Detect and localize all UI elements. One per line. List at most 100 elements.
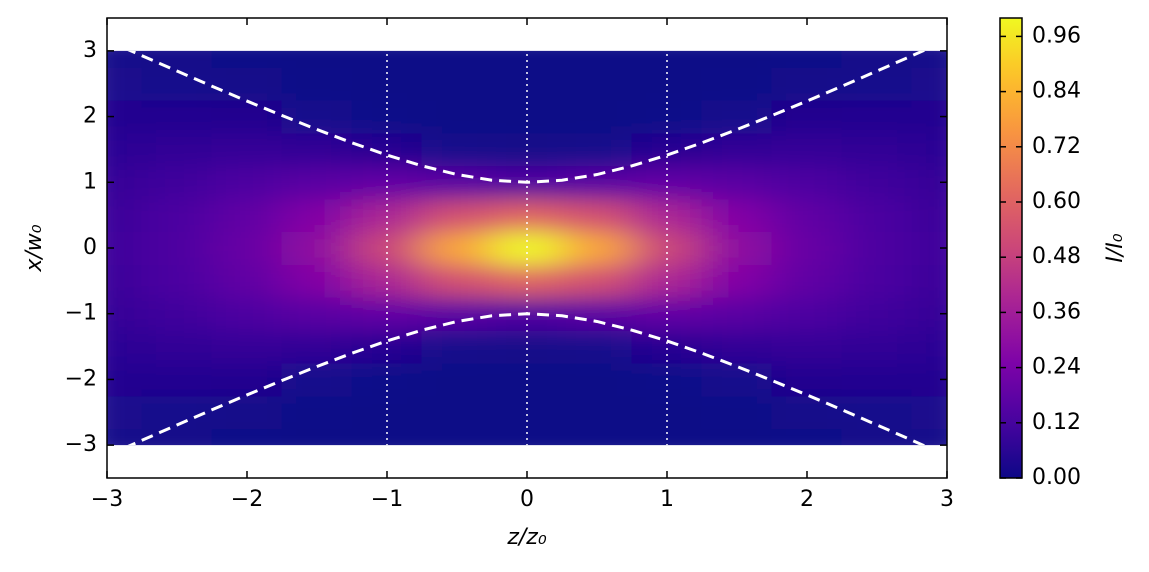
heatmap-cell (771, 428, 843, 446)
heatmap-cell (701, 50, 773, 68)
heatmap-cell (771, 165, 843, 200)
heatmap-cell (211, 231, 283, 265)
heatmap-cell (701, 66, 773, 101)
heatmap-cell (281, 198, 353, 233)
heatmap-cell (701, 99, 773, 134)
y-tick-label: −2 (65, 366, 97, 391)
heatmap-cell (141, 198, 213, 233)
colorbar-tick-label: 0.36 (1032, 299, 1081, 324)
heatmap-cell (771, 395, 843, 430)
heatmap-cell (561, 362, 633, 397)
heatmap-cell (841, 165, 913, 200)
heatmap-cell (421, 50, 493, 68)
heatmap-cell (141, 263, 213, 298)
heatmap-cell (421, 198, 493, 233)
heatmap-cell (107, 50, 143, 68)
heatmap (107, 50, 947, 446)
heatmap-cell (841, 263, 913, 298)
heatmap-cell (771, 99, 843, 134)
heatmap-cell (141, 231, 213, 265)
heatmap-cell (561, 428, 633, 446)
heatmap-cell (107, 66, 143, 101)
heatmap-cell (631, 428, 703, 446)
y-tick-label: 3 (83, 38, 97, 63)
heatmap-cell (771, 296, 843, 331)
y-tick-label: 2 (83, 104, 97, 129)
colorbar-label: I/I₀ (1103, 233, 1128, 262)
heatmap-cell (701, 362, 773, 397)
heatmap-cell (911, 428, 947, 446)
beam-width-curve (127, 312, 927, 446)
heatmap-cell (211, 132, 283, 167)
x-tick-label: 0 (520, 487, 534, 512)
heatmap-cell (771, 263, 843, 298)
heatmap-cell (701, 263, 773, 298)
colorbar-tick-label: 0.72 (1032, 134, 1081, 159)
heatmap-cell (701, 198, 773, 233)
heatmap-cell (351, 165, 423, 200)
heatmap-cell (631, 329, 703, 364)
x-tick-label: 2 (800, 487, 814, 512)
heatmap-cell (351, 329, 423, 364)
heatmap-cell (911, 395, 947, 430)
heatmap-cell (701, 165, 773, 200)
heatmap-cell (561, 395, 633, 430)
heatmap-cell (841, 198, 913, 233)
heatmap-cell (281, 296, 353, 331)
heatmap-cell (211, 329, 283, 364)
heatmap-cell (911, 66, 947, 101)
heatmap-cell (701, 395, 773, 430)
heatmap-cell (561, 50, 633, 68)
heatmap-cell (841, 99, 913, 134)
heatmap-cell (491, 263, 563, 298)
heatmap-cell (281, 263, 353, 298)
heatmap-cell (421, 296, 493, 331)
x-axis-label: z/z₀ (506, 525, 547, 550)
heatmap-cell (561, 66, 633, 101)
heatmap-cell (561, 296, 633, 331)
heatmap-cell (841, 50, 913, 68)
colorbar-tick-label: 0.60 (1032, 189, 1081, 214)
heatmap-cell (211, 296, 283, 331)
heatmap-cell (771, 362, 843, 397)
heatmap-cell (281, 395, 353, 430)
heatmap-cell (771, 329, 843, 364)
x-tick-label: −3 (91, 487, 123, 512)
heatmap-cell (351, 99, 423, 134)
heatmap-cell (211, 99, 283, 134)
heatmap-cell (141, 428, 213, 446)
heatmap-cell (841, 132, 913, 167)
heatmap-cell (561, 231, 633, 265)
heatmap-cell (351, 198, 423, 233)
heatmap-cell (141, 329, 213, 364)
heatmap-cell (631, 395, 703, 430)
heatmap-cell (211, 428, 283, 446)
heatmap-cell (421, 362, 493, 397)
heatmap-cell (211, 66, 283, 101)
heatmap-cell (771, 231, 843, 265)
heatmap-cell (421, 99, 493, 134)
heatmap-cell (491, 50, 563, 68)
heatmap-cell (561, 198, 633, 233)
heatmap-cell (491, 132, 563, 167)
heatmap-cell (421, 165, 493, 200)
colorbar-tick-label: 0.96 (1032, 23, 1081, 48)
heatmap-cell (491, 329, 563, 364)
heatmap-cell (421, 66, 493, 101)
heatmap-cell (911, 50, 947, 68)
colorbar (999, 17, 1023, 479)
heatmap-cell (281, 428, 353, 446)
heatmap-cell (491, 198, 563, 233)
y-axis-label: x/w₀ (22, 224, 47, 272)
x-tick-label: −1 (371, 487, 403, 512)
heatmap-cell (631, 263, 703, 298)
heatmap-cell (841, 428, 913, 446)
y-tick-label: −3 (65, 432, 97, 457)
heatmap-cell (841, 296, 913, 331)
heatmap-cell (631, 50, 703, 68)
heatmap-cell (211, 165, 283, 200)
heatmap-cell (211, 263, 283, 298)
heatmap-cell (107, 198, 143, 233)
colorbar-tick-label: 0.24 (1032, 355, 1081, 380)
heatmap-cell (281, 66, 353, 101)
